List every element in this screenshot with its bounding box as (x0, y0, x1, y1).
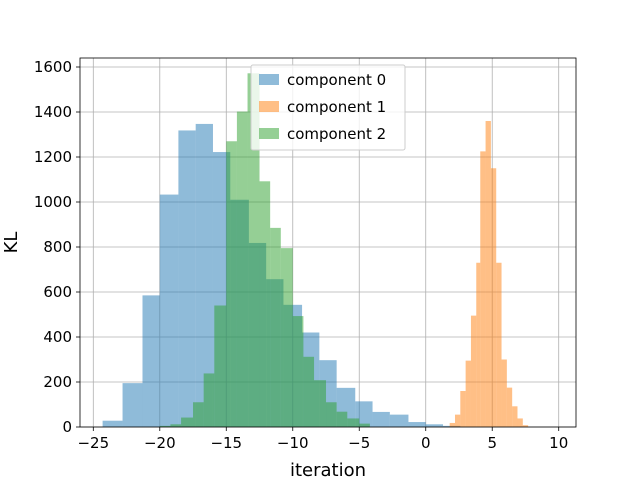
histogram-bar (501, 359, 507, 427)
histogram-bar (465, 360, 471, 427)
histogram-bar (303, 356, 315, 427)
histogram-bar (490, 168, 497, 427)
legend-label: component 2 (287, 125, 386, 143)
y-tick-label: 1400 (34, 103, 72, 121)
axis-ticks: −25 −20 −15 −10 −5 0 5 10 0 200 400 600 800 1000 1200 1… (34, 58, 568, 452)
x-tick-label: −5 (348, 434, 370, 452)
histogram-bar (355, 401, 373, 427)
legend-swatch (259, 74, 279, 85)
histogram-bar (512, 406, 518, 427)
histogram-bar (460, 391, 466, 427)
y-tick-label: 1000 (34, 193, 72, 211)
plot-frame (79, 57, 577, 428)
histogram-bar (159, 194, 179, 427)
x-tick-label: −10 (277, 434, 309, 452)
histogram-bar (522, 425, 529, 427)
histogram-bar (181, 417, 194, 427)
x-tick-label: −20 (144, 434, 176, 452)
histogram-bar (292, 316, 304, 427)
histogram-bar (270, 227, 281, 427)
series-2-bars (159, 73, 370, 428)
x-tick-label: −25 (77, 434, 109, 452)
histogram-bar (336, 411, 348, 427)
legend-swatch (259, 128, 279, 139)
histogram-bars (102, 73, 529, 428)
histogram-bar (496, 262, 502, 427)
histogram-bar (247, 73, 260, 428)
histogram-bar (506, 387, 513, 427)
legend-box (250, 64, 406, 151)
histogram-bar (178, 130, 196, 427)
legend-swatch (259, 101, 279, 112)
histogram-bar (122, 383, 143, 427)
y-tick-label: 1200 (34, 148, 72, 166)
histogram-bar (470, 315, 477, 427)
histogram-bar (102, 420, 123, 427)
histogram-bar (485, 121, 491, 427)
histogram-bar (236, 111, 248, 428)
histogram-bar (476, 262, 481, 427)
histogram-bar (359, 423, 370, 427)
histogram-bar (170, 424, 182, 427)
histogram-bar (454, 414, 461, 427)
histogram-bar (449, 422, 455, 427)
histogram-bar (425, 424, 444, 427)
y-axis-label: KL (1, 232, 22, 254)
histogram-bar (389, 414, 409, 427)
histogram-bar (480, 151, 486, 427)
y-tick-label: 0 (62, 418, 72, 436)
legend-label: component 1 (287, 98, 386, 116)
x-tick-label: 0 (421, 434, 431, 452)
histogram-bar (214, 305, 227, 427)
legend: component 0 component 1 component 2 (250, 64, 406, 151)
histogram-bar (347, 418, 360, 427)
legend-label: component 0 (287, 71, 386, 89)
histogram-bar (372, 411, 390, 427)
histogram-bar (193, 402, 204, 427)
histogram-bar (517, 418, 523, 427)
y-tick-label: 200 (43, 373, 72, 391)
histogram-bar (326, 402, 337, 427)
series-1-bars (449, 121, 529, 427)
y-tick-label: 1600 (34, 58, 72, 76)
histogram-bar (280, 248, 293, 427)
y-tick-label: 400 (43, 328, 72, 346)
x-axis-label: iteration (290, 460, 366, 480)
y-tick-label: 600 (43, 283, 72, 301)
y-tick-label: 800 (43, 238, 72, 256)
x-tick-label: −15 (210, 434, 242, 452)
x-tick-label: 10 (549, 434, 568, 452)
x-tick-label: 5 (487, 434, 497, 452)
histogram-bar (314, 380, 327, 427)
histogram-bar (259, 181, 271, 427)
histogram-bar (159, 425, 171, 427)
histogram-bar (203, 373, 215, 427)
histogram-bar (226, 141, 237, 427)
histogram-bar (142, 295, 160, 427)
histogram-bar (195, 123, 213, 428)
histogram-bar (408, 422, 426, 427)
